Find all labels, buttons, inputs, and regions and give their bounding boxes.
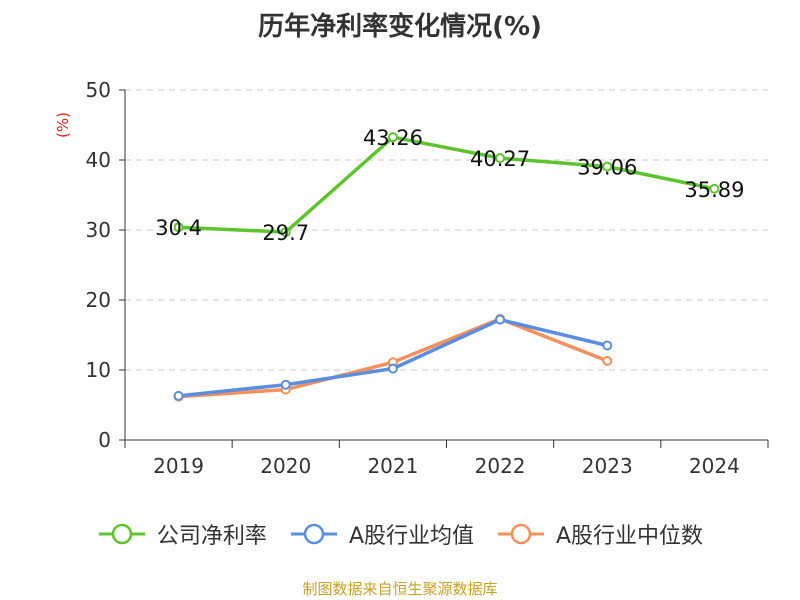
data-point (387, 363, 398, 374)
axes: 0 10 20 30 40 50 (%) 2019 2020 2021 2022 2023 2024 (54, 78, 769, 478)
legend-label: A股行业中位数 (556, 524, 704, 549)
data-label: 29.7 (262, 221, 309, 245)
y-tick-label: 0 (98, 428, 111, 452)
legend-label: 公司净利率 (156, 524, 267, 549)
series-line (178, 135, 715, 234)
x-tick-label: 2023 (582, 454, 633, 478)
legend-label: A股行业均值 (348, 524, 474, 549)
legend-swatch (498, 523, 544, 545)
legend-item: A股行业中位数 (496, 518, 703, 550)
data-label: 43.26 (363, 126, 423, 150)
legend-item: 公司净利率 (97, 518, 267, 550)
data-point (173, 222, 184, 233)
legend-swatch (290, 523, 337, 545)
data-point (602, 161, 613, 172)
data-labels: 30.4 29.7 43.26 40.27 39.06 35.89 (155, 126, 744, 245)
series-lines (173, 132, 720, 402)
data-label: 39.06 (577, 156, 637, 180)
line-chart: 0 10 20 30 40 50 (%) 2019 2020 2021 2022 2023 2024 3… (54, 78, 769, 478)
y-tick-label: 40 (86, 148, 111, 172)
x-tick-label: 2019 (153, 454, 204, 478)
source-note: 制图数据来自恒生聚源数据库 (302, 580, 498, 598)
y-tick-label: 20 (86, 288, 111, 312)
grid-lines (125, 89, 768, 371)
data-point (280, 227, 291, 238)
chart-title: 历年净利率变化情况(%) (258, 12, 542, 42)
data-label: 35.89 (684, 178, 744, 202)
data-label: 30.4 (155, 216, 202, 240)
y-axis-label: (%) (54, 112, 72, 138)
y-tick-label: 50 (86, 78, 111, 102)
data-point (280, 379, 291, 390)
data-point (495, 314, 506, 325)
x-tick-label: 2024 (689, 454, 740, 478)
y-tick-label: 10 (86, 358, 111, 382)
x-tick-label: 2021 (367, 454, 418, 478)
data-point (173, 390, 184, 401)
legend-item: A股行业均值 (289, 518, 474, 550)
data-point (387, 132, 398, 143)
data-point (495, 153, 506, 164)
data-point (602, 340, 613, 351)
data-point (709, 183, 720, 194)
legend-swatch (98, 523, 145, 545)
legend: 公司净利率 A股行业均值 A股行业中位数 (0, 518, 800, 550)
data-point (602, 355, 613, 366)
data-label: 40.27 (470, 147, 530, 171)
x-tick-label: 2022 (475, 454, 526, 478)
x-tick-label: 2020 (260, 454, 311, 478)
y-tick-label: 30 (86, 218, 111, 242)
